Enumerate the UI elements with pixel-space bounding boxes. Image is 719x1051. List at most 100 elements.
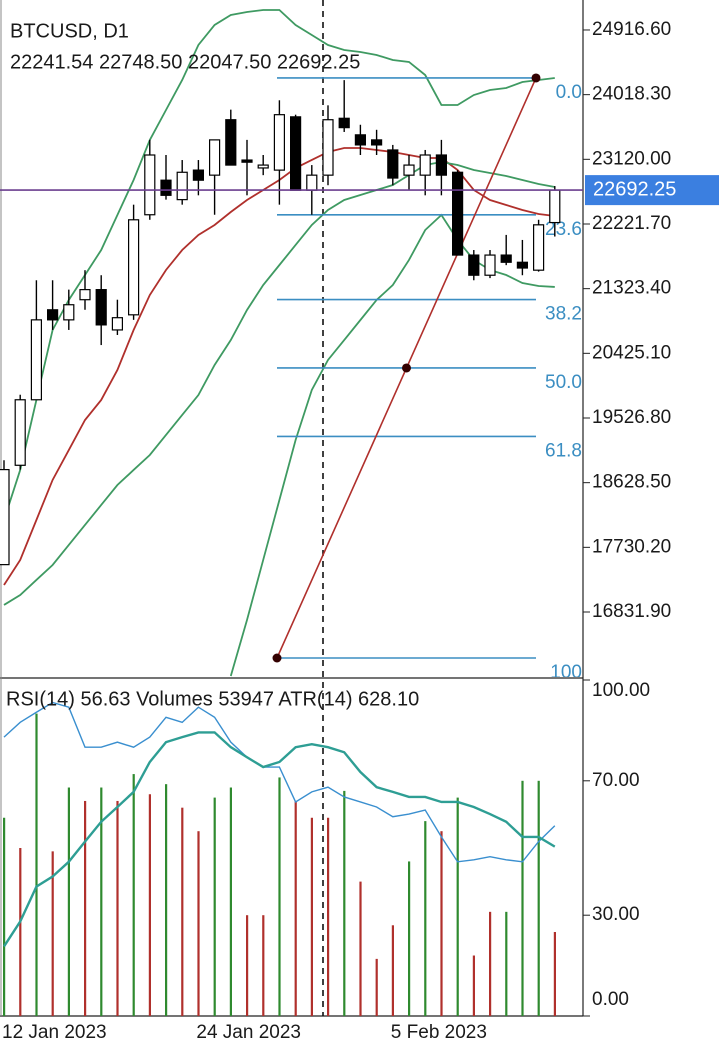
candle-body (144, 154, 156, 216)
volume-bar (391, 925, 394, 1016)
volume-bar (408, 861, 411, 1016)
y-tick-label: 16831.90 (592, 601, 671, 622)
volume-bar (537, 780, 540, 1016)
x-tick-label: 12 Jan 2023 (2, 1022, 107, 1043)
indicator-line (3, 701, 556, 863)
fib-label: 0.0 (556, 82, 582, 103)
indicator-line (3, 9, 555, 521)
candle-body (549, 189, 561, 224)
volume-bar (246, 915, 249, 1016)
candle-body (176, 171, 188, 201)
volume-bar (229, 787, 232, 1016)
candle-body (387, 149, 399, 179)
fib-label: 50.0 (545, 372, 582, 393)
indicator-pane (2, 701, 556, 1016)
candle-body (95, 289, 107, 326)
candle-body (160, 179, 172, 196)
y-tick-label: 22221.70 (592, 213, 671, 234)
fib-label: 100 (550, 662, 582, 683)
y-tick-label: 24018.30 (592, 84, 671, 105)
y-tick-label: 19526.80 (592, 407, 671, 428)
candle-body (322, 119, 334, 176)
y-tick-label: 20425.10 (592, 342, 671, 363)
candle-body (128, 219, 140, 316)
y-tick-label: 23120.00 (592, 148, 671, 169)
fib-anchor (531, 73, 541, 83)
volume-bar (51, 851, 54, 1016)
volume-bar (148, 794, 151, 1016)
y-tick-label: 30.00 (592, 904, 640, 925)
candle-body (516, 261, 529, 269)
candle-body (500, 254, 512, 263)
price-label: 22692.25 (593, 178, 676, 200)
volume-bar (262, 915, 265, 1016)
y-tick-label: 0.00 (592, 989, 629, 1010)
volume-bar (343, 790, 346, 1016)
candle-body (484, 254, 496, 276)
ohlc-readout: 22241.54 22748.50 22047.50 22692.25 (10, 51, 360, 73)
fib-label: 38.2 (545, 304, 582, 325)
volume-bar (505, 911, 508, 1016)
candle-body (63, 304, 75, 321)
price-label-box (585, 175, 719, 206)
candle-body (338, 117, 350, 129)
candle-body (46, 309, 59, 321)
y-tick-label: 100.00 (592, 680, 650, 701)
candle-body (30, 319, 42, 401)
candle-body (14, 399, 26, 466)
volume-bar (553, 932, 556, 1016)
y-tick-label: 21323.40 (592, 278, 671, 299)
candle-body (241, 159, 253, 163)
candle-body (468, 254, 480, 276)
indicator-line (3, 161, 555, 606)
y-tick-label: 70.00 (592, 770, 640, 791)
volume-bar (327, 817, 330, 1016)
x-tick-label: 5 Feb 2023 (391, 1022, 487, 1043)
volume-bar (213, 797, 216, 1016)
volume-bar (456, 797, 459, 1016)
candle-body (403, 164, 415, 176)
y-tick-label: 18628.50 (592, 472, 671, 493)
indicator-title: RSI(14) 56.63 Volumes 53947 ATR(14) 628.… (6, 688, 419, 710)
candle-body (435, 154, 447, 176)
candle-body (273, 114, 285, 171)
x-tick-label: 24 Jan 2023 (196, 1022, 301, 1043)
volume-bar (472, 955, 475, 1016)
candle-body (452, 171, 464, 256)
candle-body (111, 317, 124, 331)
volume-bar (116, 800, 119, 1016)
volume-bar (278, 777, 281, 1016)
volume-bar (35, 713, 38, 1016)
volume-bar (359, 881, 362, 1016)
volume-bar (294, 800, 297, 1016)
candle-body (209, 139, 221, 176)
volume-bar (489, 911, 492, 1016)
volume-bar (19, 848, 22, 1016)
y-tick-label: 17730.20 (592, 536, 671, 557)
fib-label: 61.8 (545, 440, 582, 461)
candle-body (0, 469, 10, 566)
volume-bar (197, 831, 200, 1016)
volume-bar (67, 787, 70, 1016)
candle-body (532, 224, 545, 271)
volume-bar (375, 958, 378, 1016)
volume-bar (132, 774, 135, 1016)
volume-bar (165, 784, 168, 1016)
indicator-line (229, 213, 555, 677)
volume-bar (100, 787, 103, 1016)
candle-body (225, 119, 237, 166)
volume-bar (3, 817, 6, 1016)
candle-body (79, 289, 91, 301)
volume-bar (310, 817, 313, 1016)
overlay: 24916.60 24018.30 23120.00 22221.70 21323.40… (2, 19, 719, 1043)
candle-body (192, 169, 204, 181)
candle-body (306, 174, 318, 191)
volume-bar (181, 807, 184, 1016)
candle-body (419, 154, 431, 176)
indicator-line (2, 731, 556, 948)
fib-anchor (402, 363, 411, 373)
candle-body (354, 134, 366, 146)
volume-bar (440, 831, 443, 1016)
